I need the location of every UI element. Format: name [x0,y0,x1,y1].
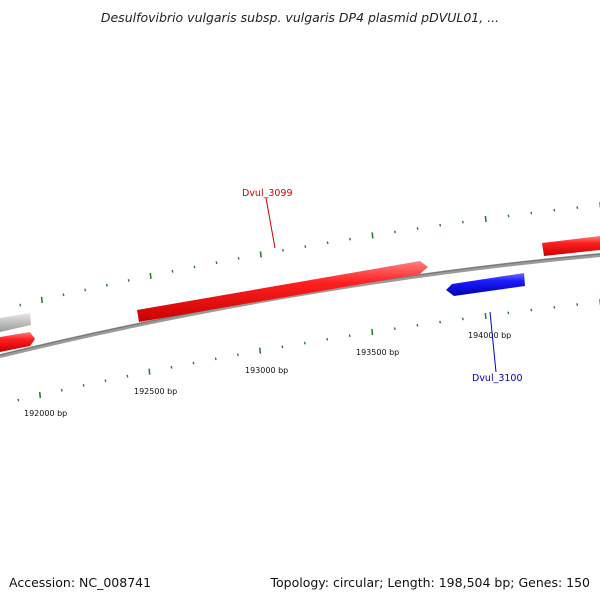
leader-line-dvul-3099 [265,197,276,249]
tick-label: 192000 bp [24,409,67,418]
tick-minor [507,214,510,218]
tick-major [484,215,487,222]
accession-label: Accession: NC_008741 [9,575,152,590]
tick-minor [461,220,464,224]
tick-minor [282,248,284,252]
tick-minor [281,345,284,349]
tick-minor [326,241,329,245]
tick-minor [17,398,20,402]
tick-minor [193,265,196,269]
tick-major [484,312,487,319]
gene-label-dvul-3100[interactable]: Dvul_3100 [472,373,523,384]
tick-minor [303,341,306,345]
gene-arrow-dvul-3099[interactable] [137,261,428,322]
tick-label: 193000 bp [245,366,288,375]
tick-minor [530,211,533,215]
tick-minor [62,293,65,297]
gene-arrow-grey-left[interactable] [0,313,31,332]
tick-minor [214,357,217,361]
map-title: Desulfovibrio vulgaris subsp. vulgaris D… [100,10,500,25]
tick-major [38,391,42,399]
map-summary: Topology: circular; Length: 198,504 bp; … [270,575,591,590]
tick-row-upper [19,202,600,307]
tick-minor [304,245,307,248]
gene-arrow-dvul-3100[interactable] [446,273,525,296]
tick-minor [127,279,130,282]
tick-minor [60,388,63,392]
tick-label: 194000 bp [468,331,511,340]
tick-minor [82,384,85,387]
tick-major [148,368,151,375]
tick-minor [215,261,218,265]
tick-minor [461,317,464,321]
tick-major [40,296,43,303]
gene-label-dvul-3099[interactable]: Dvul_3099 [242,188,293,199]
tick-minor [439,320,442,324]
tick-minor [416,227,419,230]
tick-minor [576,206,579,209]
tick-label: 192500 bp [134,387,177,396]
leader-line-dvul-3100 [489,311,497,373]
tick-minor [171,269,174,273]
tick-minor [416,323,419,327]
tick-minor [553,208,556,212]
plasmid-backbone [0,253,600,358]
tick-major [371,329,374,336]
tick-minor [439,223,442,227]
tick-minor [394,230,396,234]
tick-minor [126,374,129,378]
tick-minor [576,303,579,306]
tick-minor [19,303,22,307]
tick-minor [237,257,240,260]
tick-minor [507,311,510,315]
tick-minor [105,283,108,287]
tick-minor [192,361,195,365]
tick-minor [104,379,107,383]
tick-major [259,251,262,258]
tick-major [371,232,374,239]
tick-minor [170,365,173,369]
tick-minor [349,237,351,241]
tick-minor [348,334,351,338]
tick-row-lower [17,299,600,402]
tick-minor [393,327,396,331]
gene-arrow-red-left[interactable] [0,332,35,352]
tick-minor [530,308,533,312]
tick-minor [84,288,87,292]
tick-major [259,347,262,354]
tick-minor [553,305,556,309]
tick-label: 193500 bp [356,348,399,357]
tick-minor [326,337,329,341]
gene-arrow-red-right[interactable] [542,236,600,256]
tick-minor [236,353,239,357]
tick-major [149,272,152,279]
